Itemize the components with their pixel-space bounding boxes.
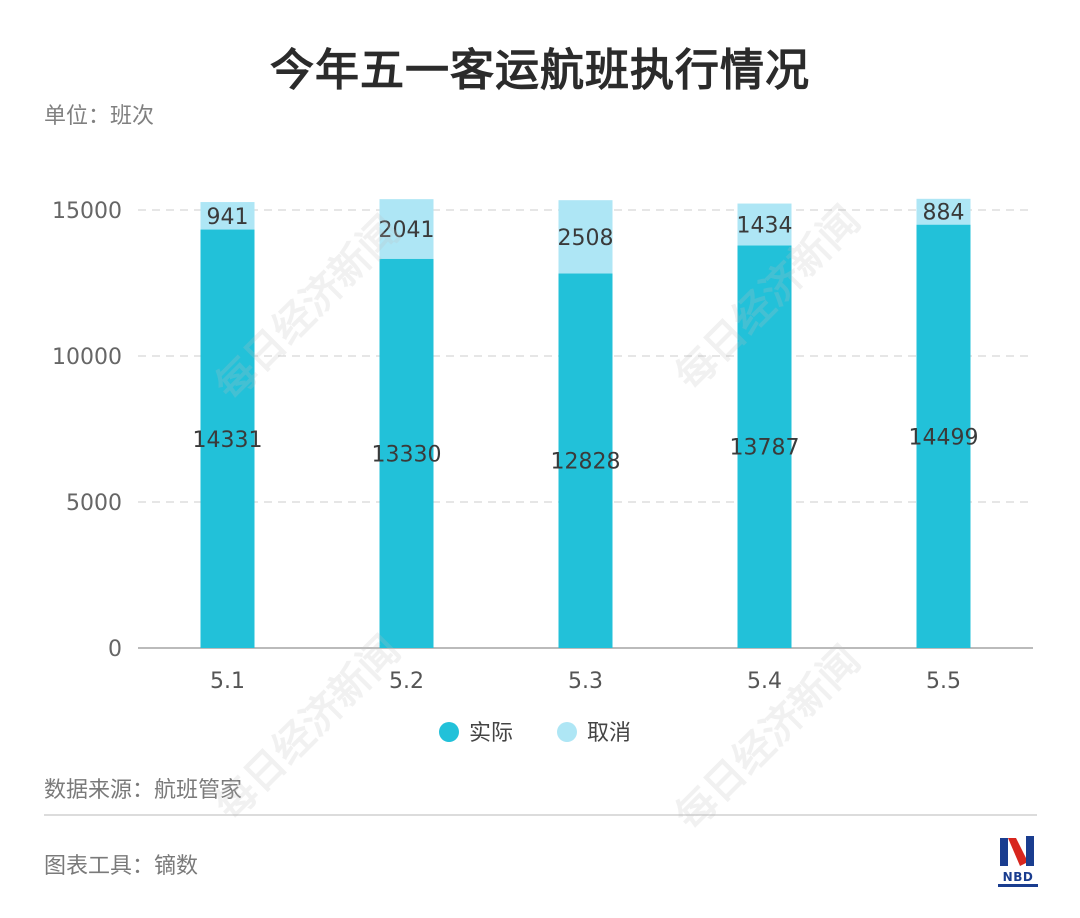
bar-cancelled — [379, 199, 434, 259]
data-label-cancelled: 941 — [207, 205, 249, 230]
data-label-cancelled: 2041 — [379, 218, 435, 243]
y-tick-label: 0 — [108, 637, 122, 662]
legend-marker — [439, 722, 459, 742]
nbd-logo: NBD — [998, 834, 1040, 887]
bar-actual — [558, 273, 613, 648]
legend-label: 实际 — [469, 721, 513, 746]
x-tick-label: 5.4 — [747, 669, 782, 694]
bar-cancelled — [200, 202, 255, 230]
x-tick-label: 5.5 — [926, 669, 961, 694]
data-label-actual: 14499 — [909, 425, 979, 450]
y-tick-label: 15000 — [52, 199, 122, 224]
bar-chart: 0 5000 10000 15000 14331 941 5.1 13330 2041 5.2 12… — [52, 198, 1033, 746]
chart-title: 今年五一客运航班执行情况 — [270, 45, 810, 96]
data-label-actual: 12828 — [551, 450, 621, 475]
bar-actual — [200, 229, 255, 649]
bar-cancelled — [737, 203, 792, 246]
y-tick-label: 5000 — [66, 491, 122, 516]
bar-actual — [737, 245, 792, 648]
nbd-logo-bar — [998, 884, 1038, 887]
legend-label: 取消 — [587, 721, 631, 746]
bar-cancelled — [558, 200, 613, 274]
data-label-cancelled: 884 — [923, 201, 965, 226]
data-source: 数据来源：航班管家 — [44, 778, 243, 803]
data-label-actual: 13330 — [372, 442, 442, 467]
bar-actual — [916, 224, 971, 648]
x-tick-label: 5.1 — [210, 669, 245, 694]
chart-tool: 图表工具：镝数 — [44, 854, 199, 879]
y-tick-label: 10000 — [52, 345, 122, 370]
divider — [44, 814, 1037, 816]
bar-actual — [379, 258, 434, 648]
unit-label: 单位：班次 — [44, 104, 155, 129]
data-label-cancelled: 1434 — [737, 213, 793, 238]
data-label-actual: 14331 — [193, 428, 263, 453]
x-tick-label: 5.2 — [389, 669, 424, 694]
x-tick-label: 5.3 — [568, 669, 603, 694]
nbd-logo-icon — [998, 834, 1036, 868]
nbd-logo-text: NBD — [1002, 870, 1034, 884]
legend-marker — [557, 722, 577, 742]
data-label-cancelled: 2508 — [558, 226, 614, 251]
bar-cancelled — [916, 198, 971, 225]
data-label-actual: 13787 — [730, 436, 800, 461]
